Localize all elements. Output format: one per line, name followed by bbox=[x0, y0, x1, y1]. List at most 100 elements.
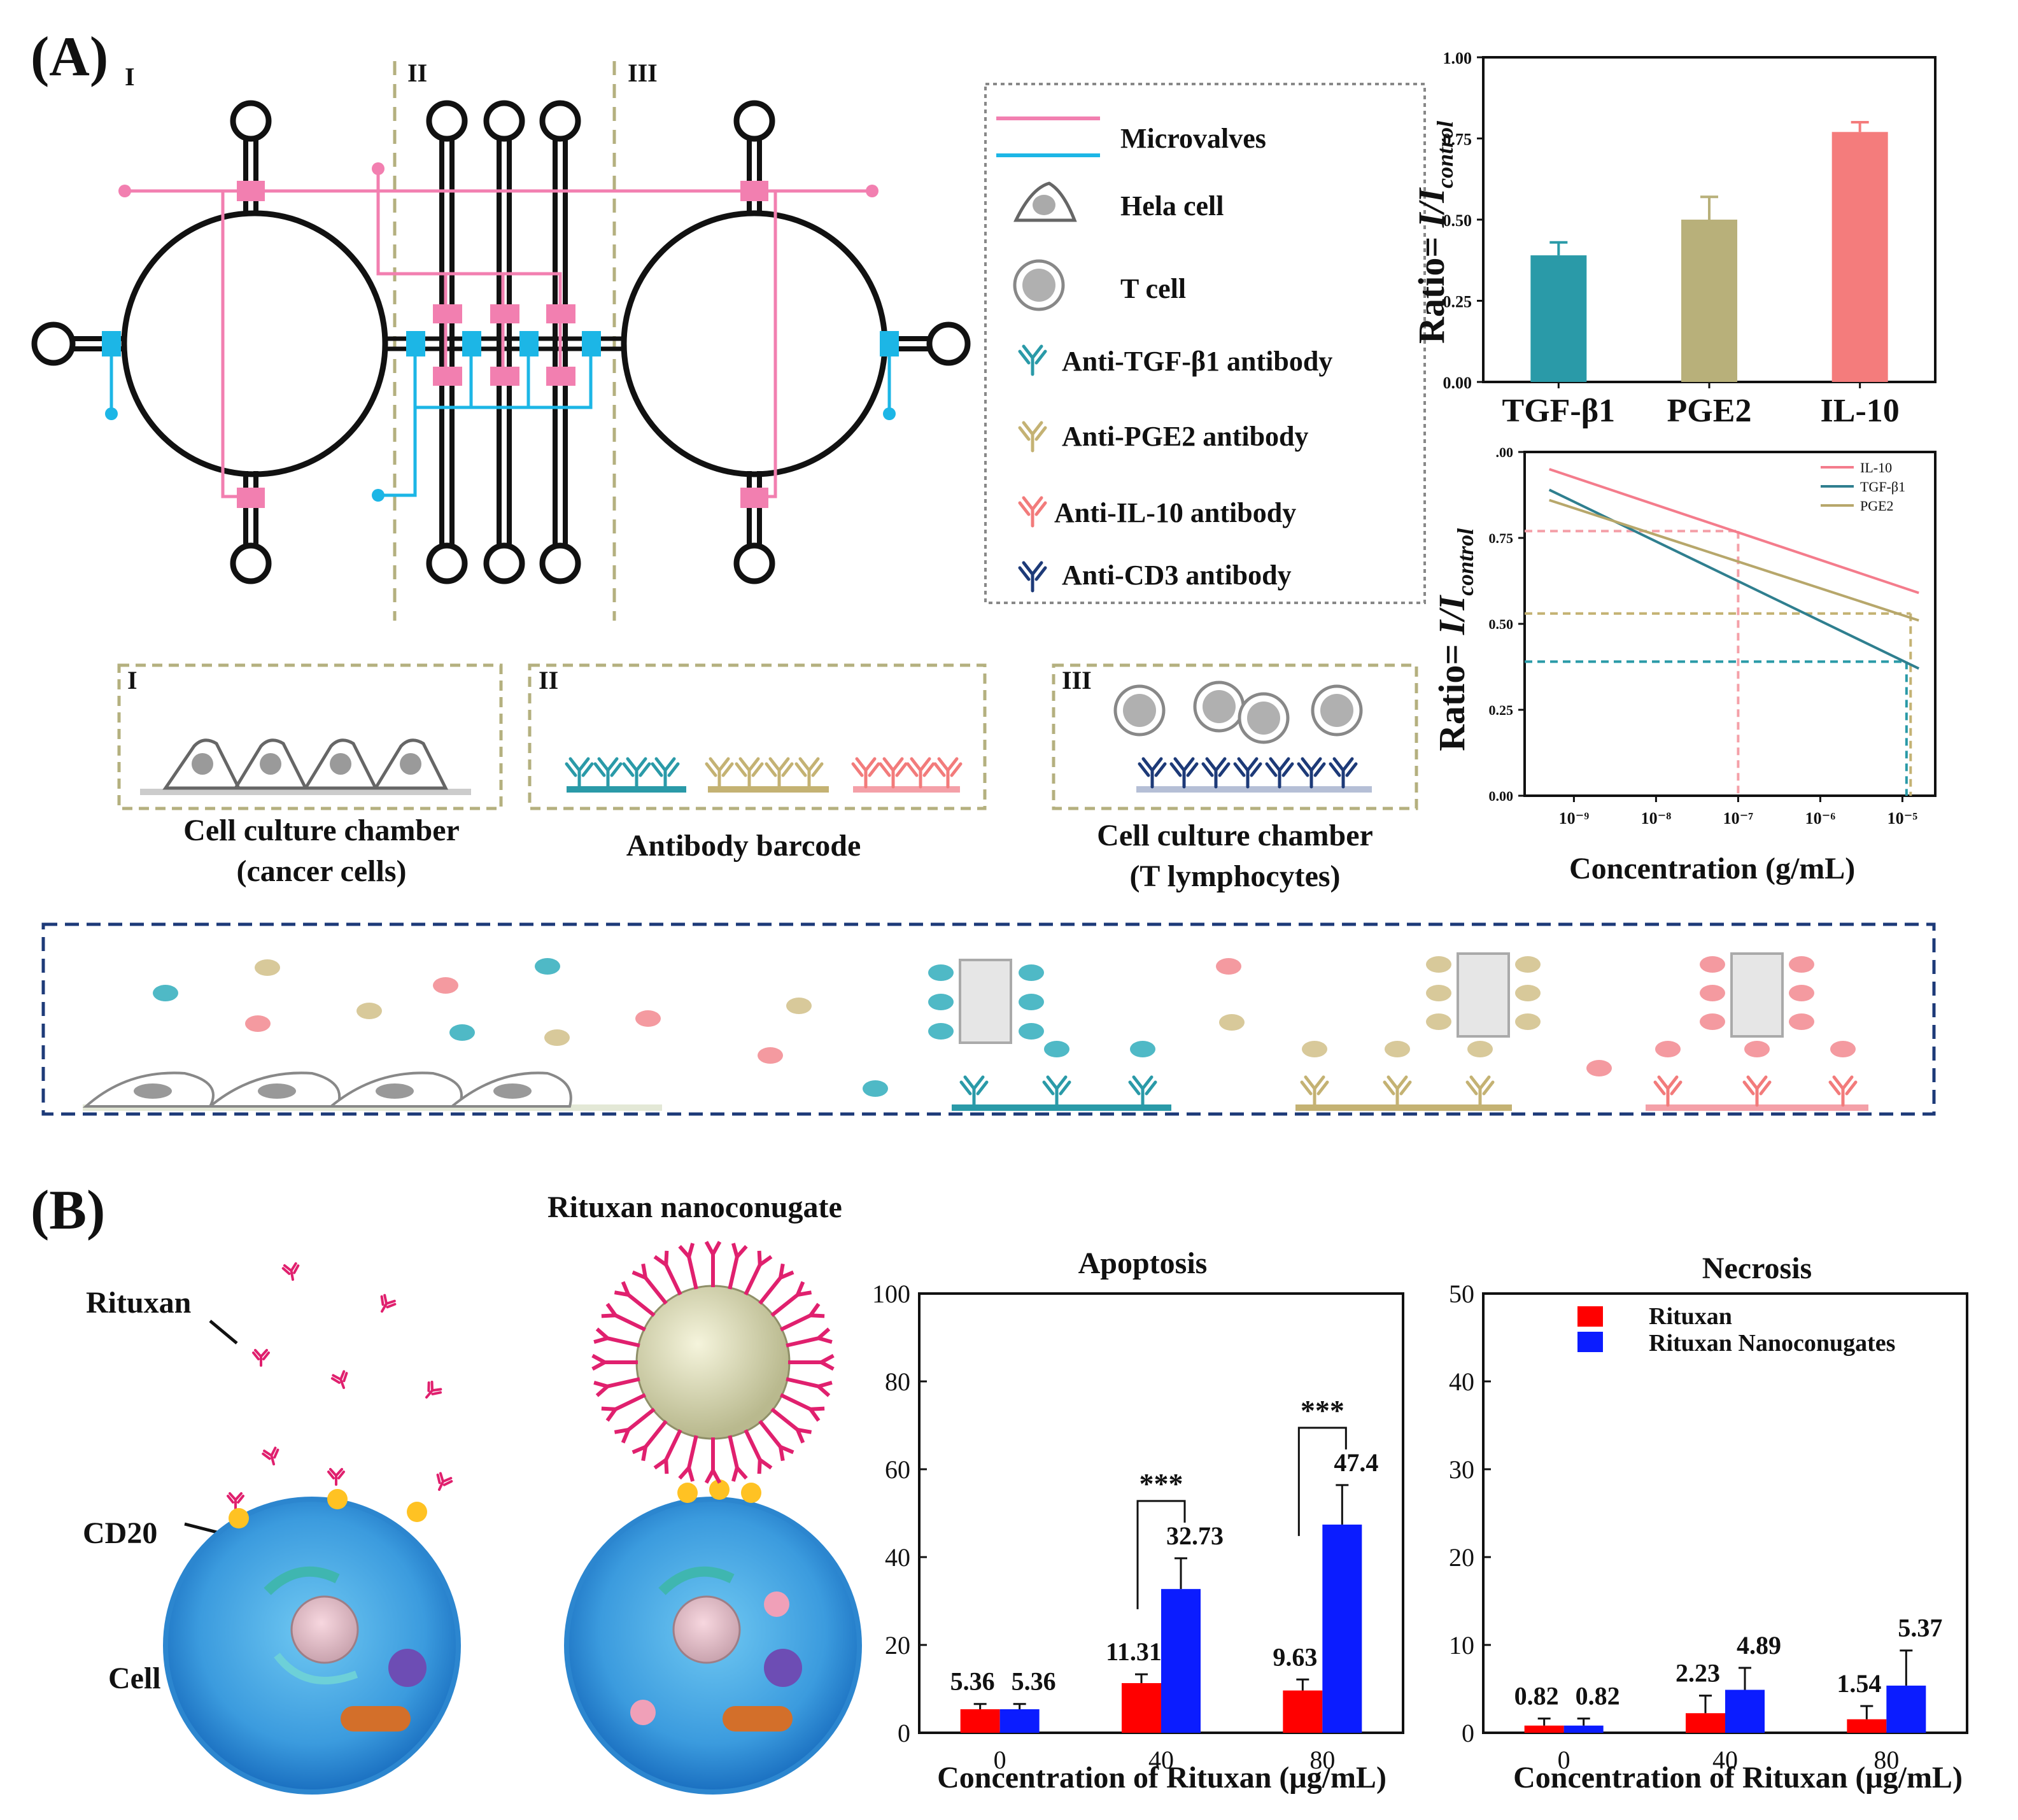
chart3-significance-bracket bbox=[1297, 1427, 1347, 1536]
chart4-ytick-label: 20 bbox=[1449, 1543, 1474, 1572]
chart4-bar bbox=[1886, 1685, 1926, 1733]
anti-tgf-antibody-icon bbox=[1020, 346, 1045, 374]
rituxan-label: Rituxan bbox=[86, 1286, 191, 1320]
nanoconjugate-antibody-arm bbox=[653, 1255, 667, 1267]
nanoconjugate-antibody-arm bbox=[820, 1353, 835, 1364]
nanoconjugate-antibody-spike bbox=[780, 1313, 812, 1332]
anti-il10-antibody-icon bbox=[1020, 498, 1045, 526]
chart4-data-label: 5.37 bbox=[1898, 1614, 1942, 1642]
schematic-legend: Microvalves Hela cell T cell Anti-TGF-β1… bbox=[984, 83, 1426, 604]
nanoconjugate-antibody-arm bbox=[820, 1360, 835, 1371]
chart4-data-label: 0.82 bbox=[1576, 1682, 1620, 1711]
region-label-i: I bbox=[125, 62, 135, 91]
inset-i-caption-1: Cell culture chamber bbox=[183, 814, 460, 847]
nanoconjugate-antibody-spike bbox=[687, 1256, 698, 1290]
legend-microvalves: Microvalves bbox=[1120, 123, 1266, 154]
chart2-ytick-label: 0.25 bbox=[1489, 702, 1514, 718]
chart3-ytick-label: 0 bbox=[898, 1719, 910, 1747]
legend-anti-pge2: Anti-PGE2 antibody bbox=[1062, 421, 1309, 452]
nanoconjugate-antibody-arm bbox=[621, 1281, 630, 1296]
nanoconjugate-antibody-arm bbox=[757, 1460, 762, 1474]
nanoconjugate-antibody-arm bbox=[797, 1290, 812, 1297]
necrosis-legend-swatch-nano bbox=[1577, 1332, 1603, 1352]
chart3-bar bbox=[1122, 1682, 1161, 1733]
chart4-bar bbox=[1563, 1725, 1604, 1733]
nanoparticle-icon bbox=[635, 1285, 791, 1440]
chart2-series-line bbox=[1549, 498, 1919, 622]
nanoconjugate-antibody-spike bbox=[770, 1407, 799, 1432]
nanoconjugate-antibody-arm bbox=[678, 1466, 691, 1480]
chart3-xtick-label: 0 bbox=[994, 1746, 1006, 1774]
apoptosis-title: Apoptosis bbox=[1078, 1246, 1208, 1280]
chart4-bar bbox=[1725, 1689, 1765, 1733]
chart2-ytick-label: 0.75 bbox=[1489, 530, 1514, 546]
cd20-label: CD20 bbox=[83, 1516, 157, 1550]
chart4-xtick-label: 80 bbox=[1873, 1746, 1899, 1774]
nanoconjugate-antibody-spike bbox=[770, 1293, 799, 1317]
capture-process-strip bbox=[41, 922, 1936, 1116]
nanoconjugate-antibody-arm bbox=[808, 1408, 821, 1422]
chart3-data-label: 5.36 bbox=[950, 1667, 995, 1696]
chart3-bar bbox=[999, 1709, 1040, 1733]
nanoconjugate-antibody-arm bbox=[664, 1460, 669, 1474]
inset-ii: II Antibody barcode bbox=[528, 663, 987, 863]
nanoconjugate-antibody-arm bbox=[735, 1466, 748, 1480]
necrosis-bar-chart: Necrosis Concentration of Rituxan (μg/mL… bbox=[1449, 1252, 1968, 1795]
nanoconjugate-antibody-spike bbox=[758, 1276, 782, 1305]
nanoconjugate-antibody-arm bbox=[808, 1302, 821, 1316]
chart4-bar bbox=[1686, 1713, 1725, 1733]
nanoconjugate-antibody-arm bbox=[779, 1263, 785, 1278]
nanoconjugate-antibody-arm bbox=[591, 1353, 606, 1364]
chart4-data-label: 1.54 bbox=[1837, 1669, 1881, 1698]
chart4-ytick-label: 0 bbox=[1462, 1719, 1474, 1747]
cell-illustration-1 bbox=[163, 1489, 461, 1795]
hela-cells-icon bbox=[162, 738, 449, 790]
apoptosis-xlabel: Concentration of Rituxan (μg/mL) bbox=[937, 1761, 1386, 1795]
chart4-data-label: 0.82 bbox=[1514, 1682, 1559, 1711]
chart3-xtick-label: 40 bbox=[1148, 1746, 1174, 1774]
legend-anti-tgf: Anti-TGF-β1 antibody bbox=[1062, 346, 1332, 377]
nanoconjugate-antibody-arm bbox=[711, 1241, 722, 1255]
chart2-ylabel: Ratio= I/Icontrol bbox=[1431, 528, 1478, 751]
nanoconjugate-antibody-spike bbox=[744, 1264, 762, 1295]
inset-i-caption-2: (cancer cells) bbox=[237, 854, 407, 888]
region-label-iii: III bbox=[628, 59, 658, 87]
nanoconjugate-antibody-arm bbox=[653, 1458, 667, 1470]
nanoconjugate-title: Rituxan nanoconugate bbox=[547, 1190, 842, 1224]
nanoconjugate-antibody-spike bbox=[664, 1264, 682, 1295]
chart4-bar bbox=[1524, 1725, 1564, 1733]
nanoconjugate-antibody-arm bbox=[779, 1270, 794, 1280]
cell-label: Cell bbox=[108, 1661, 161, 1695]
nanoconjugate-antibody-arm bbox=[704, 1469, 715, 1484]
nanoconjugate-antibody-arm bbox=[759, 1255, 773, 1267]
necrosis-legend-rituxan: Rituxan bbox=[1649, 1303, 1732, 1330]
nanoconjugate-antibody-spike bbox=[728, 1256, 739, 1290]
nanoconjugate-antibody-arm bbox=[614, 1428, 629, 1434]
chart1-xtick-label: IL-10 bbox=[1821, 393, 1900, 429]
chart2-ytick-label: 0.00 bbox=[1489, 788, 1514, 804]
inset-ii-caption-1: Antibody barcode bbox=[626, 829, 861, 863]
nanoconjugate-antibody-arm bbox=[735, 1245, 748, 1259]
chart1-bar bbox=[1831, 132, 1888, 383]
chart3-data-label: 5.36 bbox=[1012, 1667, 1056, 1696]
nanoconjugate-antibody-spike bbox=[644, 1420, 668, 1448]
chart3-bar bbox=[1161, 1589, 1201, 1733]
chart4-ytick-label: 40 bbox=[1449, 1367, 1474, 1396]
nanoconjugate-antibody-arm bbox=[704, 1241, 715, 1255]
nanoconjugate-antibody-arm bbox=[593, 1336, 609, 1344]
nanoconjugate-antibody-arm bbox=[817, 1327, 831, 1340]
chart2-xtick-label: 10⁻⁷ bbox=[1723, 809, 1754, 828]
chart2-ytick-label: 0.50 bbox=[1489, 616, 1514, 632]
chart3-ytick-label: 80 bbox=[885, 1367, 910, 1396]
ratio-line-chart: Ratio= I/Icontrol Concentration (g/mL) 0… bbox=[1431, 444, 1937, 885]
chart3-ytick-label: 20 bbox=[885, 1631, 910, 1660]
nanoconjugate-antibody-arm bbox=[605, 1302, 617, 1316]
inset-i: I Cell culture chamber (cancer cells) bbox=[117, 663, 503, 888]
nanoconjugate-antibody-spike bbox=[627, 1407, 656, 1432]
chart3-data-label: 47.4 bbox=[1334, 1448, 1378, 1477]
nanoconjugate-antibody-spike bbox=[607, 1377, 640, 1388]
legend-hela: Hela cell bbox=[1120, 190, 1224, 222]
chart1-xtick-label: TGF-β1 bbox=[1502, 393, 1616, 429]
chart2-legend-label: TGF-β1 bbox=[1860, 479, 1905, 495]
anti-cd3-antibody-icon bbox=[1020, 563, 1045, 591]
